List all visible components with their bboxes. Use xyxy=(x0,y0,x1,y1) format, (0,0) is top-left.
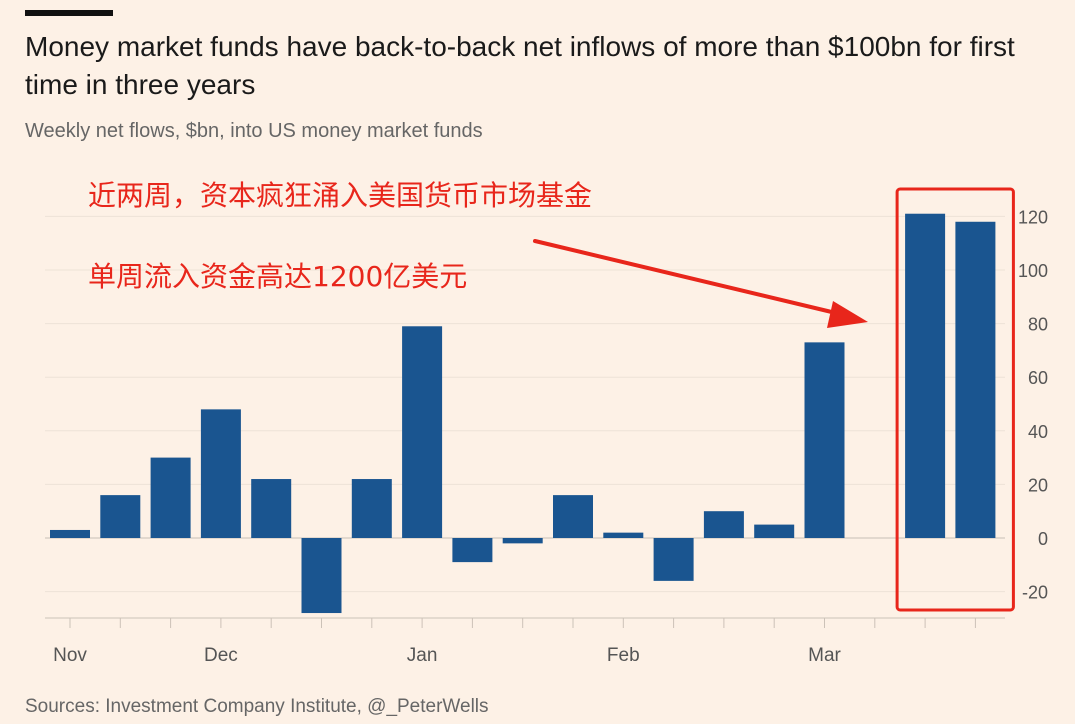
x-tick-label: Dec xyxy=(204,645,238,666)
y-tick-label: 60 xyxy=(1028,368,1048,388)
bar xyxy=(452,538,493,563)
bar xyxy=(100,495,141,538)
y-tick-labels: -20 0 20 40 60 80 100 120 xyxy=(1018,207,1048,602)
bar xyxy=(251,479,292,538)
x-tick-label: Nov xyxy=(53,645,87,666)
bar xyxy=(402,326,443,538)
chart-subtitle: Weekly net flows, $bn, into US money mar… xyxy=(25,120,483,142)
top-rule xyxy=(25,10,113,16)
bar xyxy=(553,495,593,538)
bar xyxy=(301,538,342,614)
x-tick-label: Feb xyxy=(607,645,640,666)
bar xyxy=(804,342,845,538)
highlight-box xyxy=(895,187,1015,612)
bar xyxy=(955,221,996,538)
highlight-rect xyxy=(895,187,1015,612)
annotation-line-1: 近两周，资本疯狂涌入美国货币市场基金 xyxy=(88,179,593,212)
annotation-line-2: 单周流入资金高达1200亿美元 xyxy=(88,260,468,293)
y-tick-label: -20 xyxy=(1022,583,1048,603)
arrow-shaft xyxy=(533,239,842,316)
chart-title: Money market funds have back-to-back net… xyxy=(25,31,1015,100)
y-tick-label: 20 xyxy=(1028,475,1048,495)
bars xyxy=(50,213,996,614)
x-tick-label: Mar xyxy=(808,645,841,666)
y-tick-label: 100 xyxy=(1018,261,1048,281)
bar xyxy=(502,538,543,544)
bar xyxy=(653,538,694,581)
arrow-head xyxy=(827,301,868,328)
bar xyxy=(200,409,241,538)
source-note: Sources: Investment Company Institute, @… xyxy=(25,696,489,717)
bar xyxy=(754,524,795,538)
y-tick-label: 120 xyxy=(1018,207,1048,227)
bar xyxy=(603,532,644,538)
bar xyxy=(351,479,392,538)
annotation-arrow xyxy=(533,239,868,328)
x-tick-label: Jan xyxy=(407,645,438,666)
bar xyxy=(150,457,191,538)
y-tick-label: 40 xyxy=(1028,422,1048,442)
y-tick-label: 0 xyxy=(1038,529,1048,549)
bar xyxy=(905,213,946,538)
x-axis: Nov Dec Jan Feb Mar xyxy=(45,617,1005,666)
bar xyxy=(703,511,744,538)
y-tick-label: 80 xyxy=(1028,315,1048,335)
bar xyxy=(50,529,90,538)
